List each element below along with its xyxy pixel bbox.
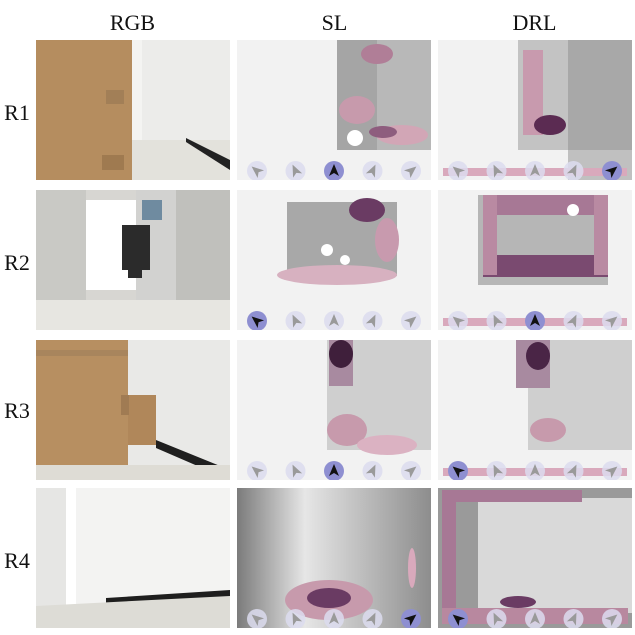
sl-direction-marker-r3-5 — [401, 461, 421, 480]
sl-map-r4 — [237, 488, 431, 628]
sl-direction-marker-r1-3 — [324, 161, 344, 180]
sl-direction-marker-r1-2 — [285, 161, 306, 180]
drl-direction-marker-r1-2 — [486, 161, 507, 180]
rgb-image-r3 — [36, 340, 230, 480]
drl-direction-marker-r3-1 — [448, 461, 468, 480]
sl-direction-marker-r2-3 — [324, 311, 344, 330]
drl-direction-marker-r4-2 — [486, 609, 507, 628]
sl-direction-marker-r3-4 — [362, 461, 383, 480]
sl-map-r2 — [237, 190, 431, 330]
drl-direction-marker-r3-4 — [563, 461, 584, 480]
column-header-rgb: RGB — [109, 10, 156, 35]
sl-direction-marker-r4-2 — [285, 609, 306, 628]
drl-direction-marker-r2-1 — [448, 311, 468, 330]
rgb-image-r1 — [36, 40, 230, 180]
drl-direction-marker-r4-3 — [525, 609, 545, 628]
drl-map-r3 — [438, 340, 632, 480]
sl-direction-marker-r4-4 — [362, 609, 383, 628]
drl-direction-marker-r3-3 — [525, 461, 545, 480]
drl-map-r2 — [438, 190, 632, 330]
drl-map-r4 — [438, 488, 632, 628]
sl-direction-marker-r4-3 — [324, 609, 344, 628]
column-header-drl: DRL — [512, 10, 557, 35]
drl-map-r1 — [438, 40, 632, 180]
drl-direction-marker-r4-5 — [602, 609, 622, 628]
drl-direction-marker-r3-2 — [486, 461, 507, 480]
sl-direction-marker-r3-2 — [285, 461, 306, 480]
row-header-r3: R3 — [4, 398, 30, 423]
drl-direction-marker-r4-4 — [563, 609, 584, 628]
drl-direction-marker-r1-3 — [525, 161, 545, 180]
drl-direction-marker-r1-1 — [448, 161, 468, 180]
sl-direction-marker-r3-3 — [324, 461, 344, 480]
rgb-image-r2 — [36, 190, 230, 330]
sl-direction-marker-r3-1 — [247, 461, 267, 480]
sl-direction-marker-r4-5 — [401, 609, 421, 628]
rgb-image-r4 — [36, 488, 230, 628]
column-header-sl: SL — [321, 10, 348, 35]
row-header-r2: R2 — [4, 250, 30, 275]
sl-direction-marker-r2-1 — [247, 311, 267, 330]
sl-direction-marker-r4-1 — [247, 609, 267, 628]
sl-direction-marker-r2-5 — [401, 311, 421, 330]
row-header-r4: R4 — [4, 548, 30, 573]
sl-map-r3 — [237, 340, 431, 480]
drl-direction-marker-r1-4 — [563, 161, 584, 180]
drl-direction-marker-r2-5 — [602, 311, 622, 330]
drl-direction-marker-r2-3 — [525, 311, 545, 330]
drl-direction-marker-r2-2 — [486, 311, 507, 330]
drl-direction-marker-r4-1 — [448, 609, 468, 628]
sl-map-r1 — [237, 40, 431, 180]
sl-direction-marker-r1-4 — [362, 161, 383, 180]
drl-direction-marker-r2-4 — [563, 311, 584, 330]
sl-direction-marker-r2-2 — [285, 311, 306, 330]
row-header-r1: R1 — [4, 100, 30, 125]
drl-direction-marker-r3-5 — [602, 461, 622, 480]
sl-direction-marker-r1-1 — [247, 161, 267, 180]
sl-direction-marker-r2-4 — [362, 311, 383, 330]
sl-direction-marker-r1-5 — [401, 161, 421, 180]
drl-direction-marker-r1-5 — [602, 161, 622, 180]
